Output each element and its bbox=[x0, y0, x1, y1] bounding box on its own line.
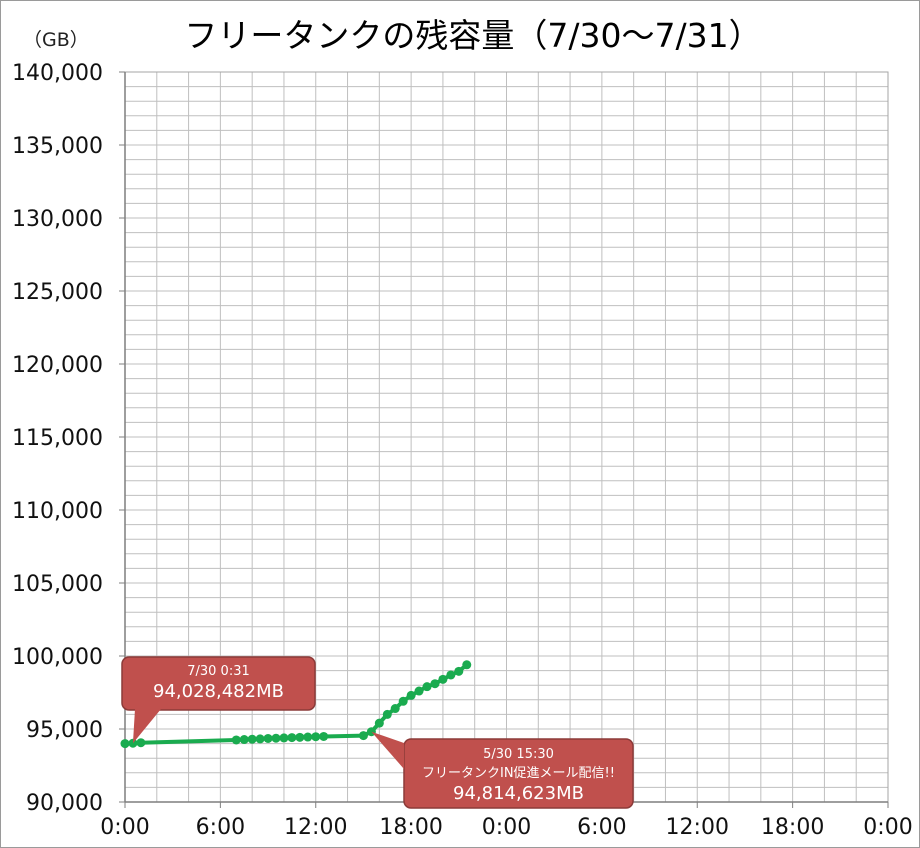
x-tick-label: 6:00 bbox=[196, 815, 245, 840]
data-point bbox=[438, 674, 448, 684]
callout-label: 5/30 15:30 bbox=[483, 747, 554, 762]
x-tick-label: 0:00 bbox=[863, 815, 912, 840]
series-layer bbox=[120, 660, 472, 749]
y-tick-label: 110,000 bbox=[12, 499, 103, 524]
data-point bbox=[255, 734, 265, 744]
y-tick-label: 95,000 bbox=[26, 718, 103, 743]
data-point bbox=[446, 670, 456, 680]
data-point bbox=[136, 738, 146, 748]
x-tick-label: 12:00 bbox=[284, 815, 347, 840]
y-tick-label: 120,000 bbox=[12, 353, 103, 378]
y-tick-label: 125,000 bbox=[12, 280, 103, 305]
callout-box bbox=[121, 656, 316, 711]
y-tick-labels: 140,000 135,000 130,000 125,000 120,000 115,0… bbox=[12, 61, 125, 816]
callout: 7/30 0:31 94,028,482MB bbox=[121, 656, 316, 744]
x-tick-label: 18:00 bbox=[379, 815, 442, 840]
x-tick-labels: 0:00 6:00 12:00 18:00 0:00 6:00 12:00 18:00 0:00 bbox=[100, 802, 913, 840]
data-point bbox=[295, 732, 305, 742]
x-tick-label: 6:00 bbox=[577, 815, 626, 840]
callout-note: フリータンクIN促進メール配信!! bbox=[422, 766, 615, 781]
data-point bbox=[287, 733, 297, 743]
data-point bbox=[120, 739, 130, 749]
callout-value: 94,028,482MB bbox=[153, 681, 284, 702]
data-point bbox=[319, 731, 329, 741]
data-point bbox=[454, 666, 464, 676]
x-tick-label: 12:00 bbox=[666, 815, 729, 840]
x-tick-label: 0:00 bbox=[482, 815, 531, 840]
data-point bbox=[374, 718, 384, 728]
data-point bbox=[279, 733, 289, 743]
data-point bbox=[263, 733, 273, 743]
x-tick-label: 18:00 bbox=[761, 815, 824, 840]
data-point bbox=[390, 704, 400, 714]
y-tick-label: 135,000 bbox=[12, 134, 103, 159]
callouts: 7/30 0:31 94,028,482MB 5/30 15:30 フリータンクIN促… bbox=[121, 656, 634, 809]
data-point bbox=[430, 679, 440, 689]
data-point bbox=[311, 732, 321, 742]
callout: 5/30 15:30 フリータンクIN促進メール配信!! 94,814,623MB bbox=[371, 731, 634, 809]
callout-label: 7/30 0:31 bbox=[187, 664, 250, 679]
y-tick-label: 105,000 bbox=[12, 572, 103, 597]
data-point bbox=[358, 731, 368, 741]
y-tick-label: 115,000 bbox=[12, 426, 103, 451]
x-tick-label: 0:00 bbox=[100, 815, 149, 840]
data-point bbox=[303, 732, 313, 742]
callout-box bbox=[403, 738, 634, 809]
callout-pointer bbox=[132, 709, 161, 744]
callout-value: 94,814,623MB bbox=[453, 783, 584, 804]
grid bbox=[124, 71, 889, 803]
data-point bbox=[271, 733, 281, 743]
y-tick-label: 130,000 bbox=[12, 207, 103, 232]
data-point bbox=[398, 696, 408, 706]
y-tick-label: 100,000 bbox=[12, 645, 103, 670]
callout-pointer bbox=[371, 731, 404, 769]
y-tick-label: 90,000 bbox=[26, 791, 103, 816]
y-tick-label: 140,000 bbox=[12, 61, 103, 86]
y-axis-unit: （GB） bbox=[23, 29, 89, 51]
chart-title: フリータンクの残容量（7/30～7/31） bbox=[184, 16, 761, 55]
data-point bbox=[247, 734, 257, 744]
data-point bbox=[239, 735, 249, 745]
data-point bbox=[406, 690, 416, 700]
data-point bbox=[231, 735, 241, 745]
data-point bbox=[462, 660, 472, 670]
data-point bbox=[422, 682, 432, 692]
data-point bbox=[414, 686, 424, 696]
data-point bbox=[382, 709, 392, 719]
